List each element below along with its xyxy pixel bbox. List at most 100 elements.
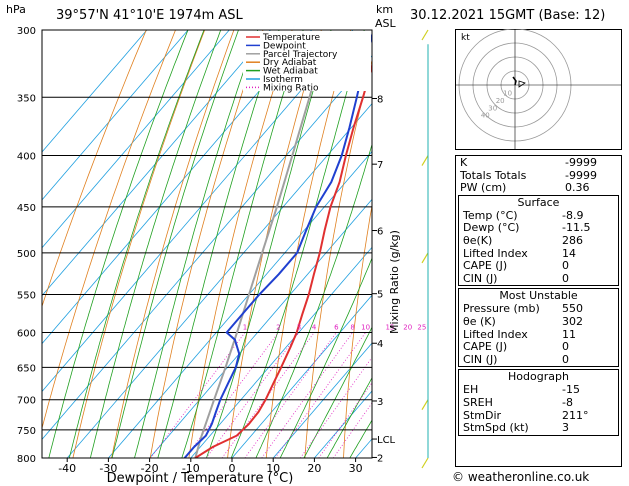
- km-tick-label: 5: [377, 290, 383, 301]
- wind-barb: [421, 399, 429, 411]
- isotherm-line: [190, 246, 372, 458]
- legend-label: Temperature: [262, 33, 320, 43]
- legend-label: Wet Adiabat: [263, 67, 318, 77]
- x-tick-label: 0: [229, 462, 236, 475]
- wet-adiabat-line: [157, 30, 280, 458]
- mixing-ratio-label: 8: [350, 323, 354, 331]
- hodograph-trace: [512, 76, 517, 86]
- isotherm-line: [42, 30, 230, 249]
- hodograph-table-section: Hodograph EH -15 SREH -8 StmDir 211° StmSpd…: [458, 369, 619, 436]
- x-tick-label: 10: [266, 462, 280, 475]
- legend-label: Dry Adiabat: [263, 58, 317, 68]
- hpa-label: hPa: [6, 3, 26, 16]
- x-tick-label: -40: [58, 462, 76, 475]
- index-row: Totals Totals -9999: [460, 168, 597, 182]
- pressure-tick-label: 450: [17, 203, 36, 214]
- wind-barb: [421, 29, 429, 41]
- isotherm-line: [108, 150, 372, 458]
- most-unstable-row: Lifted Index 11: [463, 327, 576, 341]
- temperature-line: [194, 62, 372, 458]
- wind-barb: [421, 252, 429, 264]
- y-axis-right-label: Mixing Ratio (g/kg): [388, 230, 401, 334]
- isotherm-line: [42, 55, 372, 441]
- index-row: PW (cm) 0.36: [460, 181, 590, 195]
- surface-row: Lifted Index 14: [463, 246, 576, 260]
- mixing-ratio-label: 6: [334, 323, 339, 331]
- pressure-tick-label: 550: [17, 290, 36, 301]
- wind-barb: [421, 155, 429, 166]
- isotherm-line: [42, 30, 148, 153]
- pressure-tick-label: 700: [17, 396, 36, 407]
- km-tick-label: 7: [377, 160, 383, 171]
- isotherm-line: [42, 30, 189, 201]
- wet-adiabat-line: [48, 30, 189, 458]
- mixing-ratio-label: 25: [417, 323, 426, 331]
- mixing-ratio-label: 20: [403, 323, 412, 331]
- dewpoint-line: [183, 31, 372, 458]
- wet-adiabat-line: [326, 377, 372, 458]
- wet-adiabat-line: [181, 30, 304, 458]
- pressure-tick-label: 600: [17, 328, 36, 339]
- surface-section: Surface Temp (°C) -8.9 Dewp (°C) -11.5 θe(…: [458, 194, 619, 287]
- mixing-ratio-label: 4: [312, 323, 317, 331]
- indices-panel: K -9999 Totals Totals -9999 PW (cm) 0.36 Su…: [455, 155, 622, 467]
- km-tick-label: 2: [377, 453, 383, 464]
- isotherm-line: [42, 30, 312, 345]
- isotherm-line: [397, 30, 452, 458]
- location-title: 39°57'N 41°10'E 1974m ASL: [56, 8, 243, 23]
- mixing-ratio-label: 10: [361, 323, 370, 331]
- x-tick-label: 30: [349, 462, 363, 475]
- wet-adiabat-line: [134, 30, 259, 458]
- isotherm-line: [42, 30, 271, 297]
- hodograph-table-row: EH -15: [463, 383, 580, 397]
- km-label: km: [376, 3, 394, 16]
- dry-adiabat-line: [304, 58, 372, 458]
- mixing-ratio-line: [205, 332, 300, 458]
- wind-barb: [421, 457, 429, 469]
- mixing-ratio-label: 1: [243, 323, 247, 331]
- wet-adiabat-line: [371, 457, 372, 458]
- dry-adiabat-line: [72, 30, 206, 458]
- datetime-title: 30.12.2021 15GMT (Base: 12): [410, 8, 606, 23]
- surface-title: Surface: [517, 195, 560, 209]
- isotherm-line: [231, 294, 372, 458]
- surface-row: CAPE (J) 0: [463, 259, 569, 273]
- x-tick-label: -20: [141, 462, 159, 475]
- wet-adiabat-line: [303, 326, 372, 458]
- hodograph-ring-label: 40: [481, 112, 490, 120]
- surface-row: θe(K) 286: [463, 233, 583, 247]
- wet-adiabat-line: [68, 30, 205, 458]
- hodograph-table-row: StmSpd (kt) 3: [463, 421, 569, 435]
- hodograph-ring-label: 30: [488, 104, 497, 112]
- hodograph-unit-label: kt: [461, 33, 470, 43]
- lcl-label: LCL: [377, 435, 396, 446]
- surface-row: CIN (J) 0: [463, 271, 569, 285]
- index-row: K -9999: [460, 156, 597, 169]
- hodograph-table-title: Hodograph: [508, 370, 569, 384]
- pressure-tick-label: 350: [17, 93, 36, 104]
- most-unstable-title: Most Unstable: [499, 289, 578, 303]
- most-unstable-row: CAPE (J) 0: [463, 340, 569, 354]
- most-unstable-row: θe (K) 302: [463, 314, 583, 328]
- x-tick-label: -10: [182, 462, 200, 475]
- isotherm-line: [66, 102, 372, 458]
- hodograph-ring-label: 10: [503, 89, 512, 97]
- legend-label: Dewpoint: [263, 41, 306, 51]
- legend-label: Isotherm: [263, 75, 303, 85]
- surface-row: Temp (°C) -8.9: [463, 208, 584, 222]
- footer-copyright[interactable]: © weatheronline.co.uk: [452, 470, 590, 484]
- x-axis-label: Dewpoint / Temperature (°C): [107, 471, 294, 486]
- isotherm-line: [272, 342, 372, 458]
- km-tick-label: 3: [377, 397, 383, 408]
- pressure-tick-label: 500: [17, 249, 36, 260]
- km-tick-label: 6: [377, 227, 383, 238]
- pressure-tick-label: 750: [17, 426, 36, 437]
- km-tick-label: 4: [377, 339, 383, 350]
- dry-adiabat-line: [42, 30, 176, 430]
- hodograph-ring-label: 20: [496, 97, 505, 105]
- most-unstable-row: Pressure (mb) 550: [463, 302, 583, 316]
- x-tick-label: -30: [99, 462, 117, 475]
- most-unstable-row: CIN (J) 0: [463, 352, 569, 366]
